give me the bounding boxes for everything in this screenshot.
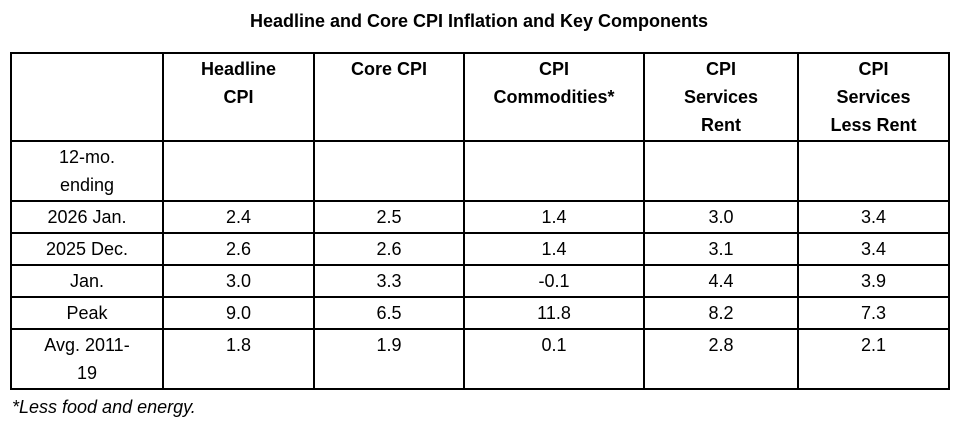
table-row-avg-2011-19: Avg. 2011- 19 1.8 1.9 0.1 2.8 2.1 — [10, 328, 950, 390]
cell-value: 2.4 — [162, 200, 315, 234]
cell-value — [463, 140, 645, 202]
row-label: 2025 Dec. — [10, 232, 164, 266]
cell-value: 6.5 — [313, 296, 465, 330]
column-header-cpi-commodities: CPI Commodities* — [463, 52, 645, 142]
cell-value: 2.8 — [643, 328, 799, 390]
cell-value: 1.4 — [463, 200, 645, 234]
cell-value: 3.1 — [643, 232, 799, 266]
cell-value: -0.1 — [463, 264, 645, 298]
cell-value: 0.1 — [463, 328, 645, 390]
cell-value: 11.8 — [463, 296, 645, 330]
cell-value: 4.4 — [643, 264, 799, 298]
cell-value: 3.0 — [643, 200, 799, 234]
cell-value — [313, 140, 465, 202]
column-header-headline-cpi: Headline CPI — [162, 52, 315, 142]
cell-value: 2.6 — [162, 232, 315, 266]
table-row-peak: Peak 9.0 6.5 11.8 8.2 7.3 — [10, 296, 950, 330]
row-label: Peak — [10, 296, 164, 330]
cell-value: 1.9 — [313, 328, 465, 390]
column-header-core-cpi: Core CPI — [313, 52, 465, 142]
table-title: Headline and Core CPI Inflation and Key … — [249, 11, 709, 31]
cell-value: 9.0 — [162, 296, 315, 330]
cell-value — [162, 140, 315, 202]
footnote: *Less food and energy. — [12, 397, 196, 417]
cell-value: 3.3 — [313, 264, 465, 298]
cell-value: 2.5 — [313, 200, 465, 234]
column-header-cpi-services-less-rent: CPI Services Less Rent — [797, 52, 950, 142]
cell-value — [797, 140, 950, 202]
cell-value: 3.4 — [797, 200, 950, 234]
cell-value — [643, 140, 799, 202]
cell-value: 1.4 — [463, 232, 645, 266]
cell-value: 3.0 — [162, 264, 315, 298]
header-row: Headline CPI Core CPI CPI Commodities* C… — [10, 52, 950, 142]
row-label: 12-mo. ending — [10, 140, 164, 202]
table-row-2025-dec: 2025 Dec. 2.6 2.6 1.4 3.1 3.4 — [10, 232, 950, 266]
column-header-blank — [10, 52, 164, 142]
cell-value: 7.3 — [797, 296, 950, 330]
cell-value: 1.8 — [162, 328, 315, 390]
row-label: Avg. 2011- 19 — [10, 328, 164, 390]
cell-value: 2.6 — [313, 232, 465, 266]
table-row-2026-jan: 2026 Jan. 2.4 2.5 1.4 3.0 3.4 — [10, 200, 950, 234]
cell-value: 3.9 — [797, 264, 950, 298]
cell-value: 8.2 — [643, 296, 799, 330]
column-header-cpi-services-rent: CPI Services Rent — [643, 52, 799, 142]
cpi-table: Headline CPI Core CPI CPI Commodities* C… — [10, 52, 950, 390]
cell-value: 3.4 — [797, 232, 950, 266]
row-label: 2026 Jan. — [10, 200, 164, 234]
table-header: Headline CPI Core CPI CPI Commodities* C… — [10, 52, 950, 142]
table-body: 12-mo. ending 2026 Jan. 2.4 2.5 1.4 3.0 … — [10, 140, 950, 390]
cell-value: 2.1 — [797, 328, 950, 390]
table-row-jan: Jan. 3.0 3.3 -0.1 4.4 3.9 — [10, 264, 950, 298]
row-label: Jan. — [10, 264, 164, 298]
table-row-12-mo-ending: 12-mo. ending — [10, 140, 950, 202]
